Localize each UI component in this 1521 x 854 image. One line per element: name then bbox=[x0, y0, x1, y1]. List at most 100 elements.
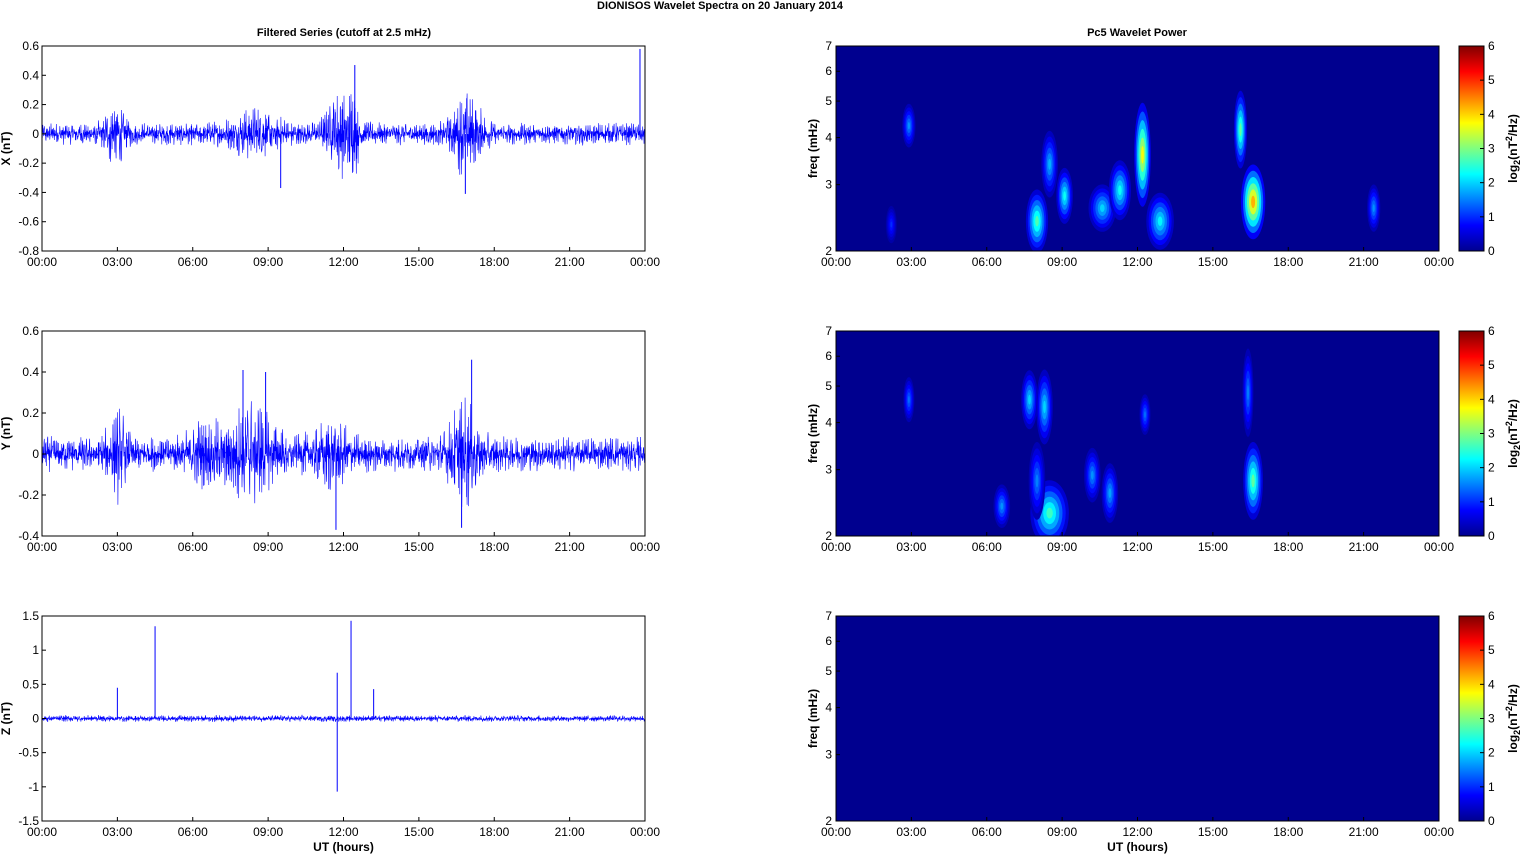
y-wavelet-xtick-label: 03:00 bbox=[896, 540, 926, 554]
z-series-xtick-label: 09:00 bbox=[253, 825, 283, 839]
y-wavelet-ytick-label: 3 bbox=[825, 463, 832, 477]
x-series-xtick-label: 06:00 bbox=[178, 255, 208, 269]
z-series-ytick-label: 0.5 bbox=[22, 677, 39, 691]
z-series-ytick-label: 1.5 bbox=[22, 609, 39, 623]
x-wavelet-xtick-label: 18:00 bbox=[1273, 255, 1303, 269]
x-wavelet-xtick-label: 12:00 bbox=[1122, 255, 1152, 269]
z-wavelet-colorbar-tick-label: 0 bbox=[1488, 814, 1495, 828]
z-series-xtick-label: 12:00 bbox=[328, 825, 358, 839]
y-wavelet-xtick-label: 18:00 bbox=[1273, 540, 1303, 554]
z-wavelet-xtick-label: 00:00 bbox=[821, 825, 851, 839]
z-wavelet-xtick-label: 03:00 bbox=[896, 825, 926, 839]
x-wavelet-ytick-label: 3 bbox=[825, 178, 832, 192]
left-column-title: Filtered Series (cutoff at 2.5 mHz) bbox=[257, 27, 432, 39]
x-wavelet-colorbar-tick-label: 5 bbox=[1488, 73, 1495, 87]
x-wavelet-xtick-label: 21:00 bbox=[1349, 255, 1379, 269]
x-series-ytick-label: 0.6 bbox=[22, 39, 39, 53]
y-series-xtick-label: 06:00 bbox=[178, 540, 208, 554]
x-series-ytick-label: -0.6 bbox=[18, 215, 39, 229]
y-wavelet-power-blob bbox=[1028, 394, 1031, 405]
x-wavelet-colorbar-tick-label: 4 bbox=[1488, 107, 1495, 121]
x-series-xtick-label: 00:00 bbox=[630, 255, 660, 269]
z-wavelet-ytick-label: 2 bbox=[825, 814, 832, 828]
y-wavelet-colorbar-label: log2(nT2/Hz) bbox=[1504, 399, 1521, 468]
z-series-xtick-label: 21:00 bbox=[555, 825, 585, 839]
y-wavelet-xtick-label: 12:00 bbox=[1122, 540, 1152, 554]
z-wavelet-colorbar-tick-label: 3 bbox=[1488, 712, 1495, 726]
x-series-ylabel: X (nT) bbox=[0, 132, 13, 166]
x-wavelet-colorbar-tick-label: 1 bbox=[1488, 210, 1495, 224]
y-series-ytick-label: 0.4 bbox=[22, 365, 39, 379]
z-wavelet-xtick-label: 09:00 bbox=[1047, 825, 1077, 839]
y-series-xtick-label: 03:00 bbox=[102, 540, 132, 554]
y-wavelet-power-blob bbox=[1046, 507, 1053, 519]
x-wavelet-power-blob bbox=[1239, 123, 1242, 137]
y-wavelet-colorbar-tick-label: 3 bbox=[1488, 427, 1495, 441]
x-series-ytick-label: -0.4 bbox=[18, 185, 39, 199]
y-series-ytick-label: -0.2 bbox=[18, 488, 39, 502]
z-wavelet-ytick-label: 4 bbox=[825, 701, 832, 715]
x-series-xtick-label: 21:00 bbox=[555, 255, 585, 269]
z-series-ytick-label: -1 bbox=[28, 780, 39, 794]
z-series-ytick-label: 0 bbox=[32, 712, 39, 726]
y-wavelet-ytick-label: 4 bbox=[825, 416, 832, 430]
z-series-trace bbox=[41, 714, 646, 723]
y-series-xtick-label: 15:00 bbox=[404, 540, 434, 554]
x-wavelet-power-blob bbox=[1157, 216, 1163, 226]
y-series-frame bbox=[41, 330, 646, 537]
z-series-xtick-label: 03:00 bbox=[102, 825, 132, 839]
x-wavelet-xtick-label: 15:00 bbox=[1198, 255, 1228, 269]
z-series-ytick-label: -0.5 bbox=[18, 746, 39, 760]
y-wavelet-power-blob bbox=[1144, 411, 1146, 418]
y-series-xtick-label: 18:00 bbox=[479, 540, 509, 554]
z-wavelet-ytick-label: 3 bbox=[825, 748, 832, 762]
z-series-ylabel: Z (nT) bbox=[0, 702, 13, 735]
z-series-panel: 1.5 1 0.5 0 -0.5 -1 -1.5 Z (nT) 00:00 03:00 06:00 0… bbox=[0, 609, 660, 854]
x-wavelet-colorbar-tick-label: 2 bbox=[1488, 176, 1495, 190]
y-wavelet-xtick-label: 09:00 bbox=[1047, 540, 1077, 554]
x-series-xtick-label: 09:00 bbox=[253, 255, 283, 269]
z-wavelet-xtick-label: 15:00 bbox=[1198, 825, 1228, 839]
x-wavelet-colorbar-tick-label: 0 bbox=[1488, 244, 1495, 258]
z-wavelet-panel: 2 3 4 5 6 7 freq (mHz) 00:00 03:00 06:00 09:00 12:0… bbox=[806, 609, 1521, 854]
x-series-ytick-label: 0.4 bbox=[22, 68, 39, 82]
x-wavelet-power-blob bbox=[1100, 204, 1105, 213]
right-column-title: Pc5 Wavelet Power bbox=[1087, 27, 1188, 39]
x-wavelet-xtick-label: 00:00 bbox=[1424, 255, 1454, 269]
x-series-ytick-label: 0.2 bbox=[22, 98, 39, 112]
x-series-xtick-label: 00:00 bbox=[27, 255, 57, 269]
y-series-ytick-label: 0.2 bbox=[22, 406, 39, 420]
y-wavelet-colorbar-tick-label: 4 bbox=[1488, 392, 1495, 406]
y-wavelet-colorbar-tick-label: 6 bbox=[1488, 324, 1495, 338]
z-series-xtick-label: 06:00 bbox=[178, 825, 208, 839]
x-wavelet-power-blob bbox=[890, 221, 893, 228]
y-wavelet-colorbar bbox=[1458, 330, 1485, 537]
x-wavelet-power-blob bbox=[1141, 146, 1144, 164]
y-wavelet-xtick-label: 00:00 bbox=[821, 540, 851, 554]
z-wavelet-xlabel: UT (hours) bbox=[1107, 840, 1168, 854]
z-series-xtick-label: 15:00 bbox=[404, 825, 434, 839]
x-series-xtick-label: 15:00 bbox=[404, 255, 434, 269]
figure-title: DIONISOS Wavelet Spectra on 20 January 2… bbox=[597, 0, 844, 12]
x-wavelet-colorbar-label: log2(nT2/Hz) bbox=[1504, 114, 1521, 183]
y-wavelet-power-blob bbox=[1251, 474, 1255, 488]
y-wavelet-ytick-label: 2 bbox=[825, 529, 832, 543]
y-series-trace bbox=[41, 397, 646, 507]
z-wavelet-colorbar-label: log2(nT2/Hz) bbox=[1504, 684, 1521, 753]
z-series-xtick-label: 00:00 bbox=[27, 825, 57, 839]
y-wavelet-power-blob bbox=[1000, 502, 1004, 510]
y-series-ytick-label: 0.6 bbox=[22, 324, 39, 338]
y-wavelet-power-blob bbox=[1108, 488, 1112, 499]
y-wavelet-power-blob bbox=[908, 395, 910, 404]
y-wavelet-background bbox=[836, 331, 1439, 536]
y-wavelet-colorbar-tick-label: 2 bbox=[1488, 461, 1495, 475]
y-wavelet-xtick-label: 06:00 bbox=[972, 540, 1002, 554]
x-wavelet-colorbar bbox=[1458, 45, 1485, 252]
x-wavelet-power-blob bbox=[1063, 191, 1066, 201]
x-wavelet-xtick-label: 00:00 bbox=[821, 255, 851, 269]
x-wavelet-power-blob bbox=[1118, 185, 1122, 196]
x-wavelet-power-blob bbox=[1372, 204, 1375, 213]
y-series-panel: 0.6 0.4 0.2 0 -0.2 -0.4 Y (nT) 00:00 03:00 06:00 0… bbox=[0, 324, 660, 554]
z-wavelet-background bbox=[836, 616, 1439, 821]
